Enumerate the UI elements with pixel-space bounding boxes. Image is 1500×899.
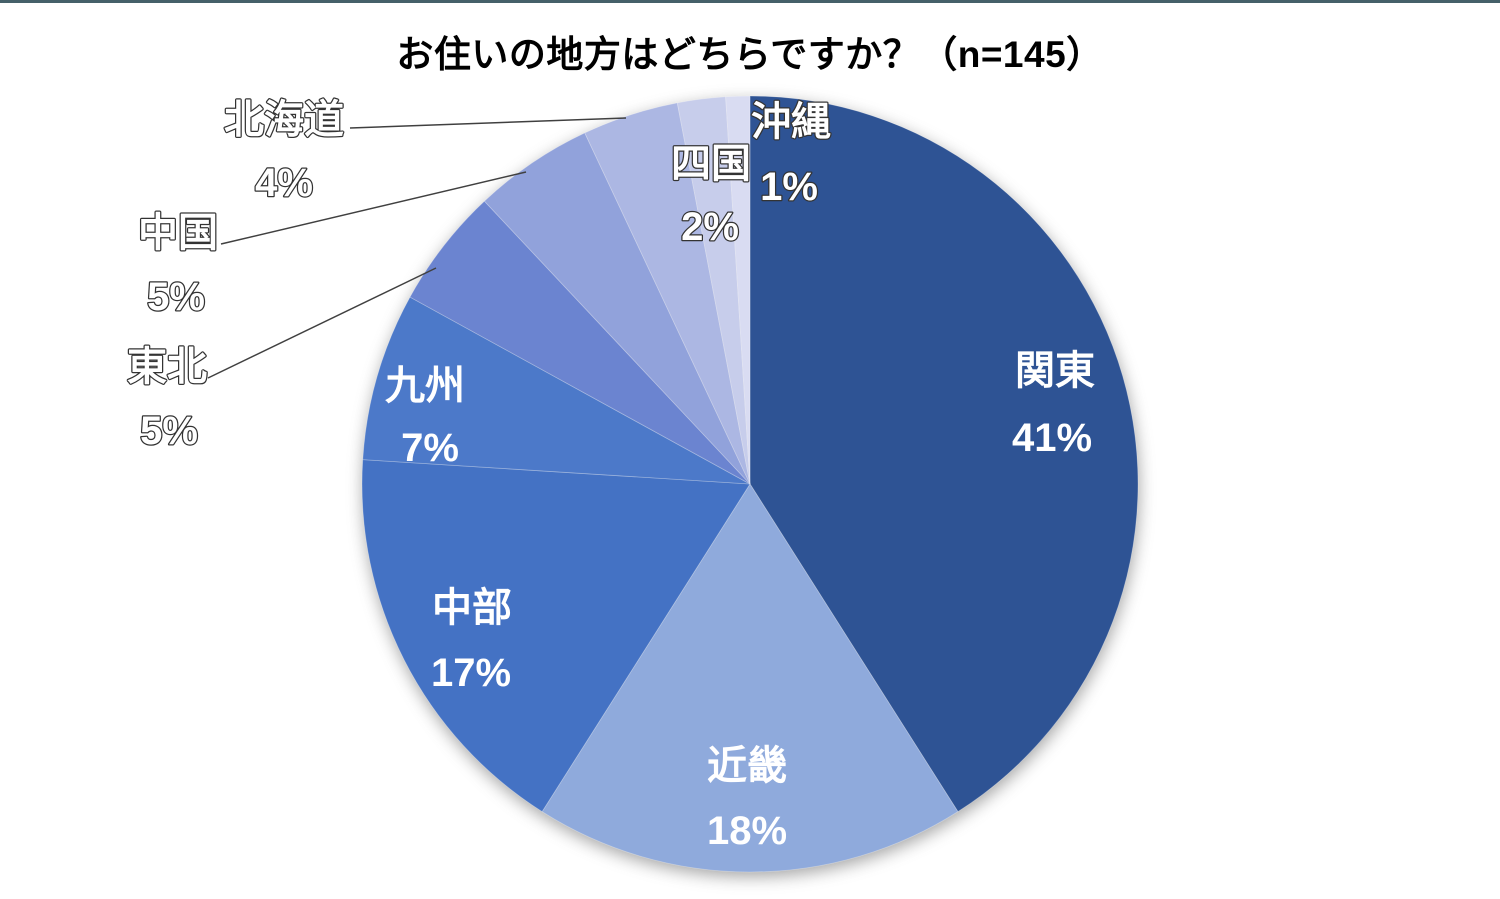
slice-label-okinawa: 沖縄 xyxy=(751,100,831,144)
slice-label-kyushu: 九州 xyxy=(385,364,465,408)
pie-slice-kyushu xyxy=(362,296,751,485)
slice-label-kanto: 関東 xyxy=(1015,349,1095,393)
pie-slice-okinawa xyxy=(725,95,751,485)
slice-label-tohoku: 東北 xyxy=(127,345,207,389)
pie-slice-tohoku xyxy=(409,200,751,485)
leader-line-chugoku xyxy=(220,171,527,245)
top-accent-bar xyxy=(0,0,1500,3)
slice-percent-tohoku: 5% xyxy=(140,409,198,453)
pie-slice-kinki xyxy=(541,483,959,873)
slice-percent-shikoku: 2% xyxy=(681,205,739,249)
slice-percent-kinki: 18% xyxy=(707,809,787,853)
pie-slice-chubu xyxy=(361,459,751,813)
slice-label-kinki: 近畿 xyxy=(707,744,787,788)
leader-line-hokkaido xyxy=(349,117,627,129)
slice-labels-group: 関東 41% 近畿 18% 中部 17% 九州 7% 東北 5% 中国 5% 北海道 4% 四国 2% 沖縄 1% xyxy=(126,97,1095,853)
pie-slices-group xyxy=(361,95,1139,873)
chart-title: お住いの地方はどちらですか？（n=145） xyxy=(396,34,1104,75)
slice-percent-chubu: 17% xyxy=(431,651,511,695)
slice-percent-kanto: 41% xyxy=(1012,416,1092,460)
leader-line-tohoku xyxy=(207,267,437,379)
slice-percent-hokkaido: 4% xyxy=(255,161,313,205)
pie-slice-kanto xyxy=(749,95,1139,813)
pie-slice-shikoku xyxy=(676,96,751,485)
slice-percent-kyushu: 7% xyxy=(401,426,459,470)
slice-percent-okinawa: 1% xyxy=(760,165,818,209)
pie-slice-chugoku xyxy=(483,132,751,485)
slice-label-shikoku: 四国 xyxy=(671,142,751,186)
slice-percent-chugoku: 5% xyxy=(147,275,205,319)
slice-label-chubu: 中部 xyxy=(432,586,512,630)
slice-label-hokkaido: 北海道 xyxy=(224,98,344,142)
pie-slice-hokkaido xyxy=(584,102,751,485)
slice-label-chugoku: 中国 xyxy=(138,211,218,255)
leader-lines-group xyxy=(207,117,627,379)
